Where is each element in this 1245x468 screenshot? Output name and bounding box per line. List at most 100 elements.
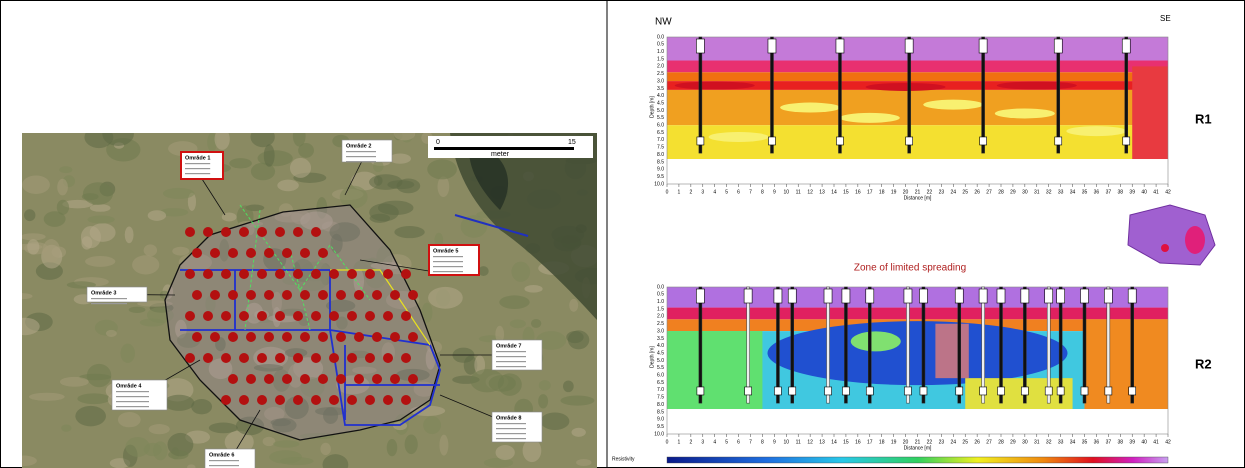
sample-point	[318, 332, 328, 342]
terrain-patch	[125, 437, 150, 457]
terrain-patch	[569, 298, 579, 312]
distance-tick-label: 26	[974, 189, 980, 195]
area-label-detail	[209, 465, 239, 467]
terrain-patch	[168, 450, 189, 460]
terrain-patch	[75, 405, 106, 427]
borehole	[698, 286, 703, 404]
terrain-patch	[27, 239, 40, 255]
borehole-tag	[1122, 136, 1131, 146]
distance-tick-label: 22	[927, 439, 933, 445]
distance-tick-label: 6	[737, 189, 740, 195]
sample-point	[329, 395, 339, 405]
anomaly	[674, 81, 755, 90]
area-label-detail	[496, 438, 526, 440]
distance-tick-label: 15	[843, 439, 849, 445]
distance-tick-label: 27	[986, 439, 992, 445]
depth-tick-label: 8.5	[657, 159, 664, 165]
borehole	[790, 286, 794, 404]
terrain-patch	[538, 380, 551, 391]
terrain-patch	[536, 331, 567, 350]
distance-tick-label: 6	[737, 439, 740, 445]
sample-point	[257, 227, 267, 237]
terrain-patch	[495, 445, 515, 461]
terrain-patch	[262, 436, 276, 447]
terrain-patch	[386, 438, 398, 457]
distance-tick-label: 10	[784, 189, 790, 195]
yellow-line	[330, 269, 431, 346]
distance-tick-label: 23	[939, 439, 945, 445]
sample-point	[383, 311, 393, 321]
terrain-patch	[263, 144, 275, 167]
borehole	[1082, 286, 1087, 404]
terrain-patch	[495, 325, 505, 343]
borehole-tag	[787, 288, 797, 304]
sample-point	[408, 374, 418, 384]
distance-tick-label: 9	[773, 189, 776, 195]
distance-tick-label: 21	[915, 439, 921, 445]
area-label-detail	[496, 433, 526, 435]
depth-tick-label: 8.0	[657, 152, 664, 158]
depth-tick-label: 9.5	[657, 174, 664, 180]
terrain-patch	[143, 244, 158, 257]
terrain-patch	[320, 442, 331, 456]
area-label: Område 2	[346, 142, 371, 149]
depth-label: Depth [m]	[649, 96, 655, 118]
area-label-detail	[496, 351, 526, 353]
sample-point	[221, 395, 231, 405]
borehole-tag	[904, 386, 912, 396]
terrain-patch	[538, 394, 549, 409]
terrain-patch	[238, 220, 264, 227]
anomaly	[996, 81, 1077, 90]
borehole	[1058, 286, 1063, 404]
distance-tick-label: 16	[855, 189, 861, 195]
terrain-patch	[22, 293, 33, 300]
leader-line	[201, 178, 226, 216]
terrain-patch	[292, 133, 306, 147]
area-label-detail	[346, 151, 376, 153]
borehole-tag	[1104, 386, 1113, 396]
borehole-tag	[1054, 136, 1063, 146]
sample-point	[336, 374, 346, 384]
terrain-patch	[427, 159, 457, 180]
terrain-patch	[289, 157, 312, 178]
legend-label: Resistivity	[612, 456, 635, 462]
depth-tick-label: 5.0	[657, 358, 664, 364]
terrain-patch	[84, 133, 114, 149]
sample-point	[293, 311, 303, 321]
distance-tick-label: 17	[867, 439, 873, 445]
area-label-box	[204, 448, 256, 468]
depth-tick-label: 4.0	[657, 343, 664, 349]
area-label-detail	[116, 406, 149, 408]
borehole	[957, 286, 961, 404]
terrain-patch	[159, 208, 189, 217]
area-label: Område 8	[496, 414, 521, 421]
terrain-patch	[460, 215, 488, 238]
distance-tick-label: 15	[843, 189, 849, 195]
sample-point	[275, 353, 285, 363]
distance-tick-label: 7	[749, 439, 752, 445]
borehole-tag	[1021, 386, 1029, 396]
distance-tick-label: 31	[1034, 189, 1040, 195]
area-label-box	[491, 339, 543, 371]
terrain-patch	[394, 226, 425, 239]
terrain-patch	[250, 133, 275, 148]
area-label: Område 4	[116, 382, 142, 389]
sample-point	[354, 290, 364, 300]
depth-tick-label: 7.5	[657, 395, 664, 401]
borehole-tag	[1020, 288, 1030, 304]
distance-tick-label: 25	[962, 439, 968, 445]
sample-point	[257, 311, 267, 321]
scale-start: 0	[436, 139, 440, 146]
sample-point	[354, 332, 364, 342]
sample-point	[311, 227, 321, 237]
terrain-patch	[117, 412, 141, 428]
terrain-patch	[421, 302, 433, 323]
sample-point	[228, 248, 238, 258]
distance-tick-label: 0	[666, 439, 669, 445]
sample-point	[275, 395, 285, 405]
distance-tick-label: 28	[998, 439, 1004, 445]
borehole-tag	[774, 386, 782, 396]
terrain-patch	[323, 407, 339, 424]
